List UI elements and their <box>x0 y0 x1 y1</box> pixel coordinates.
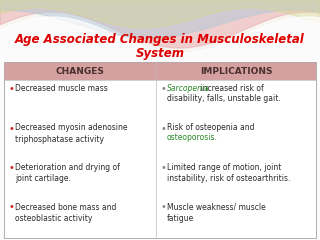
Text: Decreased muscle mass: Decreased muscle mass <box>15 84 108 93</box>
Text: •: • <box>161 124 167 133</box>
Bar <box>4 62 316 238</box>
Text: •: • <box>161 84 167 94</box>
Text: increased risk of: increased risk of <box>198 84 264 93</box>
Text: Sarcopenia:: Sarcopenia: <box>167 84 212 93</box>
Text: •: • <box>9 203 15 212</box>
Text: disability, falls, unstable gait.: disability, falls, unstable gait. <box>167 94 281 103</box>
Text: Decreased bone mass and
osteoblastic activity: Decreased bone mass and osteoblastic act… <box>15 203 116 223</box>
Text: Age Associated Changes in Musculoskeletal: Age Associated Changes in Musculoskeleta… <box>15 34 305 47</box>
Text: •: • <box>9 84 15 94</box>
Text: Deterioration and drying of
joint cartilage.: Deterioration and drying of joint cartil… <box>15 163 120 183</box>
Text: •: • <box>9 163 15 173</box>
Text: Decreased myosin adenosine
triphosphatase activity: Decreased myosin adenosine triphosphatas… <box>15 124 127 144</box>
Text: •: • <box>161 203 167 212</box>
Bar <box>156 62 316 80</box>
Bar <box>4 62 316 238</box>
Bar <box>4 62 156 80</box>
Text: Risk of osteopenia and: Risk of osteopenia and <box>167 124 254 132</box>
Text: osteoporosis.: osteoporosis. <box>167 133 218 142</box>
Text: IMPLICATIONS: IMPLICATIONS <box>200 66 272 76</box>
Text: System: System <box>135 47 185 60</box>
Text: Muscle weakness/ muscle
fatigue: Muscle weakness/ muscle fatigue <box>167 203 266 223</box>
Text: Limited range of motion, joint
instability, risk of osteoarthritis.: Limited range of motion, joint instabili… <box>167 163 290 183</box>
Text: •: • <box>161 163 167 173</box>
Text: •: • <box>9 124 15 133</box>
Text: CHANGES: CHANGES <box>56 66 104 76</box>
